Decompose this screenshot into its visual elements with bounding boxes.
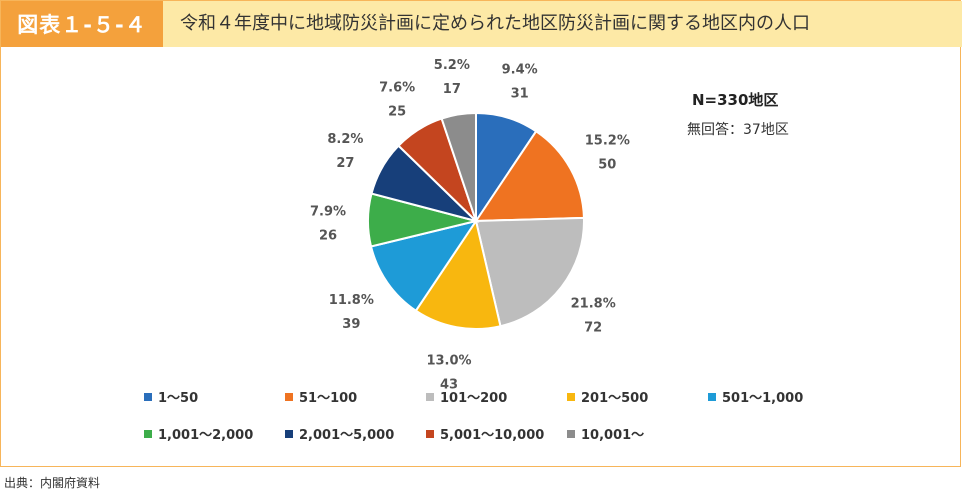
pie-chart: 9.4% 31 15.2% 50 21.8% 72 13.0% 43 11.8% 39 7.9% 26… xyxy=(310,58,630,393)
slice-count-label: 27 xyxy=(336,156,354,171)
legend-swatch xyxy=(426,392,434,401)
slice-count-label: 43 xyxy=(440,378,458,393)
legend-swatch xyxy=(144,429,152,438)
slice-count-label: 39 xyxy=(342,317,360,332)
legend-label: 10,001〜 xyxy=(581,428,645,443)
sample-size-label: N=330地区 xyxy=(692,91,779,109)
slice-percent-label: 7.9% xyxy=(310,205,346,220)
slice-count-label: 72 xyxy=(584,320,602,335)
legend-swatch xyxy=(567,392,575,401)
legend-swatch xyxy=(567,429,575,438)
slice-count-label: 25 xyxy=(388,105,406,120)
legend-item: 10,001〜 xyxy=(567,424,644,443)
legend-label: 51〜100 xyxy=(299,391,358,406)
no-answer-label: 無回答：37地区 xyxy=(687,122,789,138)
pie-slice xyxy=(474,129,585,223)
slice-percent-label: 11.8% xyxy=(329,293,374,308)
slice-percent-label: 8.2% xyxy=(327,132,363,147)
legend-item: 5,001〜10,000 xyxy=(426,424,544,443)
figure-number: 図表１-５-４ xyxy=(1,1,163,47)
slice-count-label: 50 xyxy=(598,157,616,172)
slice-percent-label: 15.2% xyxy=(585,133,630,148)
slice-count-label: 31 xyxy=(511,86,529,101)
legend-item: 1〜50 xyxy=(144,387,198,406)
legend-swatch xyxy=(144,392,152,401)
legend-swatch xyxy=(285,392,293,401)
pie-slice xyxy=(474,216,585,328)
slice-percent-label: 7.6% xyxy=(379,81,415,96)
legend-label: 201〜500 xyxy=(581,391,649,406)
legend-label: 5,001〜10,000 xyxy=(440,428,545,443)
slice-percent-label: 9.4% xyxy=(502,62,538,77)
figure-header: 図表１-５-４ 令和４年度中に地域防災計画に定められた地区防災計画に関する地区内… xyxy=(1,1,962,47)
legend-label: 1〜50 xyxy=(158,391,199,406)
legend-label: 501〜1,000 xyxy=(722,391,804,406)
figure-frame: 図表１-５-４ 令和４年度中に地域防災計画に定められた地区防災計画に関する地区内… xyxy=(0,0,962,467)
legend-item: 201〜500 xyxy=(567,387,648,406)
legend-label: 1,001〜2,000 xyxy=(158,428,254,443)
legend-item: 1,001〜2,000 xyxy=(144,424,253,443)
pie-slice xyxy=(414,218,502,330)
slice-percent-label: 21.8% xyxy=(571,296,616,311)
legend-swatch xyxy=(708,392,716,401)
slice-count-label: 26 xyxy=(319,229,337,244)
slice-count-label: 17 xyxy=(443,82,461,97)
pie-slice xyxy=(440,111,477,222)
legend-item: 51〜100 xyxy=(285,387,357,406)
source-note: 出典：内閣府資料 xyxy=(4,476,101,490)
slice-percent-label: 13.0% xyxy=(426,354,471,369)
legend-item: 101〜200 xyxy=(426,387,507,406)
legend-item: 501〜1,000 xyxy=(708,387,803,406)
legend-label: 101〜200 xyxy=(440,391,508,406)
legend-item: 2,001〜5,000 xyxy=(285,424,394,443)
slice-percent-label: 5.2% xyxy=(434,58,470,73)
legend-swatch xyxy=(285,429,293,438)
legend-label: 2,001〜5,000 xyxy=(299,428,395,443)
pie-slice xyxy=(369,219,479,313)
legend-swatch xyxy=(426,429,434,438)
figure-title: 令和４年度中に地域防災計画に定められた地区防災計画に関する地区内の人口 xyxy=(180,13,810,34)
